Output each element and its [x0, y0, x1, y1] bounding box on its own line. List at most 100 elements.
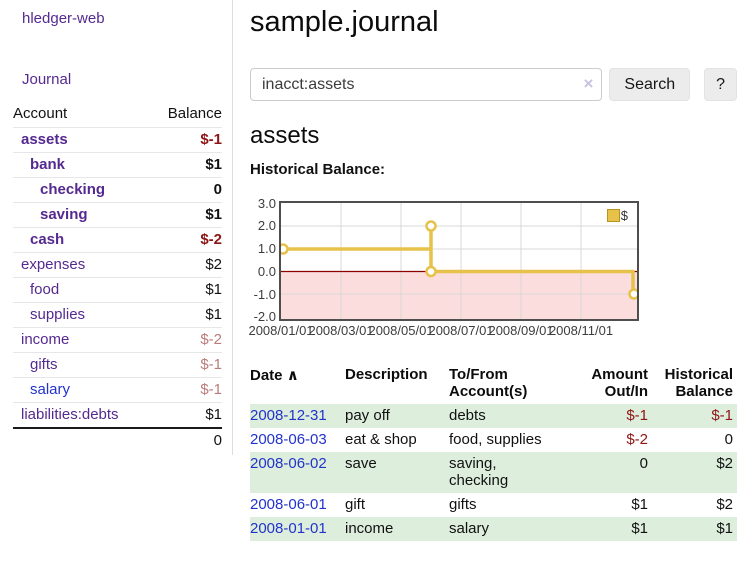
transaction-date-link[interactable]: 2008-01-01 [250, 520, 327, 537]
account-link[interactable]: gifts [30, 356, 58, 373]
sidebar-item-journal[interactable]: Journal [22, 71, 72, 88]
date-column-header[interactable]: Date ∧ [250, 363, 345, 404]
transactions-table: Date ∧ Description To/From Account(s) Am… [250, 363, 737, 541]
account-link[interactable]: salary [30, 381, 71, 398]
transaction-row: 2008-06-02 save saving, checking 0 $2 [250, 452, 737, 493]
account-heading: assets [250, 122, 320, 149]
transaction-date-link[interactable]: 2008-06-01 [250, 496, 327, 513]
account-balance: $1 [205, 156, 222, 173]
transaction-date-link[interactable]: 2008-06-02 [250, 455, 327, 472]
transaction-accounts: debts [449, 407, 486, 424]
historical-column-header: Historical Balance [664, 366, 733, 400]
x-tick-label: 2008/11/01 [548, 323, 614, 338]
account-link[interactable]: supplies [30, 306, 86, 323]
account-row-gifts: gifts $-1 [13, 352, 222, 377]
account-link[interactable]: bank [30, 156, 66, 173]
x-tick-label: 2008/01/01 [248, 323, 314, 338]
transaction-row: 2008-06-03 eat & shop food, supplies $-2… [250, 428, 737, 452]
transaction-date-link[interactable]: 2008-06-03 [250, 431, 327, 448]
help-button[interactable]: ? [704, 68, 737, 101]
search-field-wrap: × [250, 68, 603, 101]
sidebar: hledger-web Journal Account Balance asse… [0, 0, 233, 455]
x-tick-label: 2008/03/01 [308, 323, 374, 338]
account-row-liabilities-debts: liabilities:debts $1 [13, 402, 222, 427]
account-row-income: income $-2 [13, 327, 222, 352]
transaction-accounts: salary [449, 520, 490, 537]
account-row-assets: assets $-1 [13, 127, 222, 152]
search-button[interactable]: Search [609, 68, 691, 101]
accounts-table-header: Account Balance [13, 101, 222, 127]
transaction-description: pay off [345, 407, 390, 424]
transactions-header-row: Date ∧ Description To/From Account(s) Am… [250, 363, 737, 404]
account-balance: $1 [205, 406, 222, 423]
search-input[interactable] [250, 68, 603, 101]
accounts-table: Account Balance assets $-1 bank $1 check… [13, 101, 222, 453]
y-tick-label: -2.0 [253, 309, 276, 324]
transaction-amount: 0 [639, 455, 648, 472]
x-tick-label: 2008/07/01 [428, 323, 494, 338]
y-tick-label: -1.0 [253, 287, 276, 302]
transaction-accounts: gifts [449, 496, 477, 513]
transaction-historical-balance: $2 [716, 455, 733, 472]
account-row-saving: saving $1 [13, 202, 222, 227]
transaction-row: 2008-06-01 gift gifts $1 $2 [250, 493, 737, 517]
account-row-bank: bank $1 [13, 152, 222, 177]
clear-search-icon[interactable]: × [583, 74, 594, 93]
search-form: × Search ? [250, 68, 737, 101]
transaction-amount: $-1 [626, 407, 648, 424]
balance-line-svg [277, 203, 640, 319]
y-tick-label: 3.0 [257, 196, 276, 211]
transaction-description: save [345, 455, 377, 472]
account-column-header: Account [13, 105, 68, 122]
account-balance: $-2 [200, 331, 222, 348]
account-row-food: food $1 [13, 277, 222, 302]
account-balance: $2 [205, 256, 222, 273]
transaction-row: 2008-01-01 income salary $1 $1 [250, 517, 737, 541]
date-header-label: Date [250, 367, 283, 384]
account-row-salary: salary $-1 [13, 377, 222, 402]
transaction-row: 2008-12-31 pay off debts $-1 $-1 [250, 404, 737, 428]
amount-column-header: Amount Out/In [591, 366, 648, 400]
transaction-amount: $-2 [626, 431, 648, 448]
y-tick-label: 2.0 [257, 218, 276, 233]
x-tick-label: 2008/09/01 [488, 323, 554, 338]
account-balance: $1 [205, 306, 222, 323]
tofrom-column-header: To/From Account(s) [449, 366, 528, 400]
balance-column-header: Balance [167, 105, 222, 122]
transaction-date-link[interactable]: 2008-12-31 [250, 407, 327, 424]
app-title-link[interactable]: hledger-web [22, 10, 105, 27]
account-link[interactable]: saving [40, 206, 88, 223]
account-link[interactable]: income [21, 331, 70, 348]
account-balance: $-2 [200, 231, 222, 248]
chart-plot-area: $ [277, 201, 640, 321]
transaction-historical-balance: $1 [716, 520, 733, 537]
chart-title: Historical Balance: [250, 161, 386, 178]
transaction-amount: $1 [631, 520, 648, 537]
transaction-accounts: food, supplies [449, 431, 542, 448]
legend-dollar-swatch [606, 209, 620, 222]
transaction-description: income [345, 520, 394, 537]
page-title: sample.journal [250, 6, 439, 38]
account-link[interactable]: liabilities:debts [21, 406, 119, 423]
account-link[interactable]: assets [21, 131, 68, 148]
account-balance: $-1 [200, 131, 222, 148]
accounts-total-value: 0 [213, 432, 222, 449]
chart-y-axis: 3.0 2.0 1.0 0.0 -1.0 -2.0 [250, 196, 279, 324]
account-balance: $-1 [200, 356, 222, 373]
account-balance: $1 [205, 206, 222, 223]
transaction-amount: $1 [631, 496, 648, 513]
main-content: sample.journal × Search ? assets Histori… [248, 0, 737, 541]
account-link[interactable]: cash [30, 231, 65, 248]
transaction-accounts: saving, checking [449, 455, 509, 489]
sort-ascending-icon: ∧ [286, 367, 299, 384]
account-row-supplies: supplies $1 [13, 302, 222, 327]
account-link[interactable]: food [30, 281, 60, 298]
account-link[interactable]: checking [40, 181, 106, 198]
y-tick-label: 1.0 [257, 241, 276, 256]
account-balance: 0 [213, 181, 222, 198]
account-link[interactable]: expenses [21, 256, 86, 273]
account-balance: $1 [205, 281, 222, 298]
chart-x-axis: 2008/01/01 2008/03/01 2008/05/01 2008/07… [248, 321, 670, 338]
transaction-historical-balance: 0 [724, 431, 733, 448]
account-row-checking: checking 0 [13, 177, 222, 202]
